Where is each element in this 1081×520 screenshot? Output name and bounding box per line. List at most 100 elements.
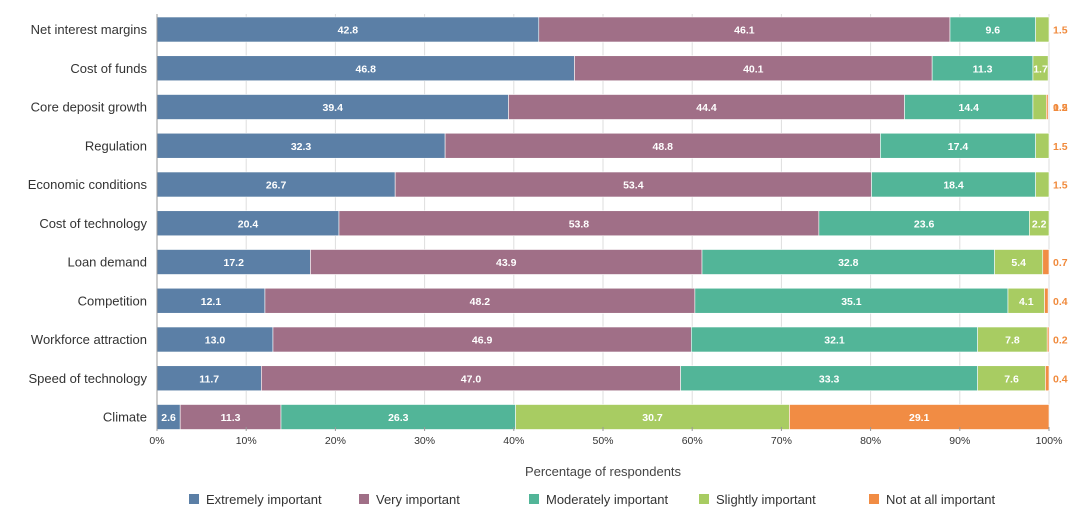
bar-segment (264, 287, 696, 314)
category-label: Loan demand (67, 255, 147, 270)
bar-segment (156, 132, 446, 159)
data-label: 17.2 (223, 257, 244, 269)
bar-segment (156, 210, 340, 237)
category-label: Net interest margins (31, 22, 148, 37)
bar-segment (156, 94, 509, 120)
bar-segment (156, 249, 311, 275)
x-tick-label: 10% (236, 435, 257, 447)
data-label: 14.4 (959, 102, 980, 114)
data-label: 44.4 (696, 102, 717, 114)
legend-label: Slightly important (716, 492, 816, 507)
x-tick-label: 70% (771, 435, 792, 447)
data-label: 12.1 (201, 296, 222, 308)
bar-segment (156, 287, 266, 314)
data-label: 32.1 (824, 335, 845, 347)
category-label: Competition (78, 293, 147, 308)
bar-segment (701, 249, 995, 275)
legend-swatch (359, 494, 369, 504)
data-label: 11.7 (199, 373, 219, 385)
bar-segment (1029, 210, 1050, 237)
data-label: 0.4 (1053, 373, 1068, 385)
category-label: Cost of funds (70, 61, 147, 76)
data-label: 20.4 (238, 218, 259, 230)
data-label: 42.8 (338, 25, 359, 37)
bar-segment (1032, 55, 1049, 82)
bar-segment (1007, 287, 1045, 314)
category-label: Workforce attraction (31, 332, 147, 347)
x-tick-label: 30% (414, 435, 435, 447)
bar-segment (880, 132, 1036, 159)
category-label: Core deposit growth (31, 100, 147, 115)
bar-segment (179, 404, 282, 430)
bar-segment (1035, 132, 1050, 159)
bar-segment (949, 16, 1036, 43)
x-tick-label: 50% (592, 435, 613, 447)
category-label: Regulation (85, 138, 147, 153)
data-label: 48.2 (470, 296, 491, 308)
data-label: 1.5 (1053, 141, 1068, 153)
bar-segment (444, 132, 881, 159)
data-label: 9.6 (985, 25, 1000, 37)
data-label: 11.3 (973, 63, 993, 75)
bar-segment (574, 55, 933, 82)
data-label: 2.6 (161, 412, 176, 424)
bar-segment (871, 171, 1036, 198)
bar-segment (538, 16, 951, 43)
data-label: 13.0 (205, 335, 226, 347)
data-label: 23.6 (914, 218, 935, 230)
bar-segment (977, 365, 1046, 392)
legend-swatch (869, 494, 879, 504)
data-label: 0.2 (1053, 335, 1068, 347)
x-tick-label: 20% (325, 435, 346, 447)
x-axis-ticks: 0% 10% 20% 30% 40% 50% 60% 70% 80% 90% 100% (149, 427, 1062, 447)
legend-label: Moderately important (546, 492, 668, 507)
bar-segment (1042, 249, 1050, 275)
category-labels: Net interest margins Cost of funds Core de… (28, 22, 148, 425)
data-label: 39.4 (323, 102, 344, 114)
bar-segment (691, 326, 978, 353)
bar-segment (994, 249, 1044, 275)
bar-segment (156, 365, 262, 392)
x-tick-label: 100% (1036, 435, 1063, 447)
data-label: 32.3 (291, 141, 312, 153)
data-label: 5.4 (1011, 257, 1026, 269)
x-tick-label: 0% (149, 435, 164, 447)
bar-segment (977, 326, 1048, 353)
data-label: 46.8 (356, 63, 377, 75)
data-label: 2.2 (1032, 218, 1047, 230)
legend-swatch (699, 494, 709, 504)
category-label: Economic conditions (28, 177, 148, 192)
bar-segment (1046, 326, 1050, 353)
x-tick-label: 60% (682, 435, 703, 447)
bar-segment (1046, 94, 1049, 120)
data-label: 1.5 (1053, 102, 1068, 114)
data-label: 53.4 (623, 180, 644, 192)
data-label: 1.5 (1053, 180, 1068, 192)
bar-segment (680, 365, 978, 392)
data-label: 4.1 (1019, 296, 1034, 308)
data-label: 7.8 (1005, 335, 1020, 347)
x-tick-label: 90% (949, 435, 970, 447)
legend-swatch (529, 494, 539, 504)
category-label: Speed of technology (28, 371, 147, 386)
bar-segment (272, 326, 692, 353)
legend: Extremely important Very important Moderat… (189, 492, 995, 507)
x-tick-label: 40% (503, 435, 524, 447)
legend-label: Very important (376, 492, 460, 507)
data-label: 32.8 (838, 257, 859, 269)
bars: 42.8 46.1 9.6 1.5 46.8 40.1 11.3 1.7 39.4 44.4 14.… (156, 16, 1068, 430)
bar-segment (310, 249, 703, 275)
category-label: Cost of technology (39, 216, 147, 231)
legend-swatch (189, 494, 199, 504)
data-label: 17.4 (948, 141, 969, 153)
data-label: 29.1 (909, 412, 930, 424)
data-label: 7.6 (1004, 373, 1019, 385)
data-label: 18.4 (943, 180, 964, 192)
data-label: 0.7 (1053, 257, 1068, 269)
bar-segment (1035, 171, 1050, 198)
x-tick-label: 80% (860, 435, 881, 447)
data-label: 1.5 (1053, 25, 1068, 37)
bar-segment (1044, 287, 1049, 314)
x-axis-title: Percentage of respondents (525, 464, 682, 479)
data-label: 35.1 (841, 296, 862, 308)
